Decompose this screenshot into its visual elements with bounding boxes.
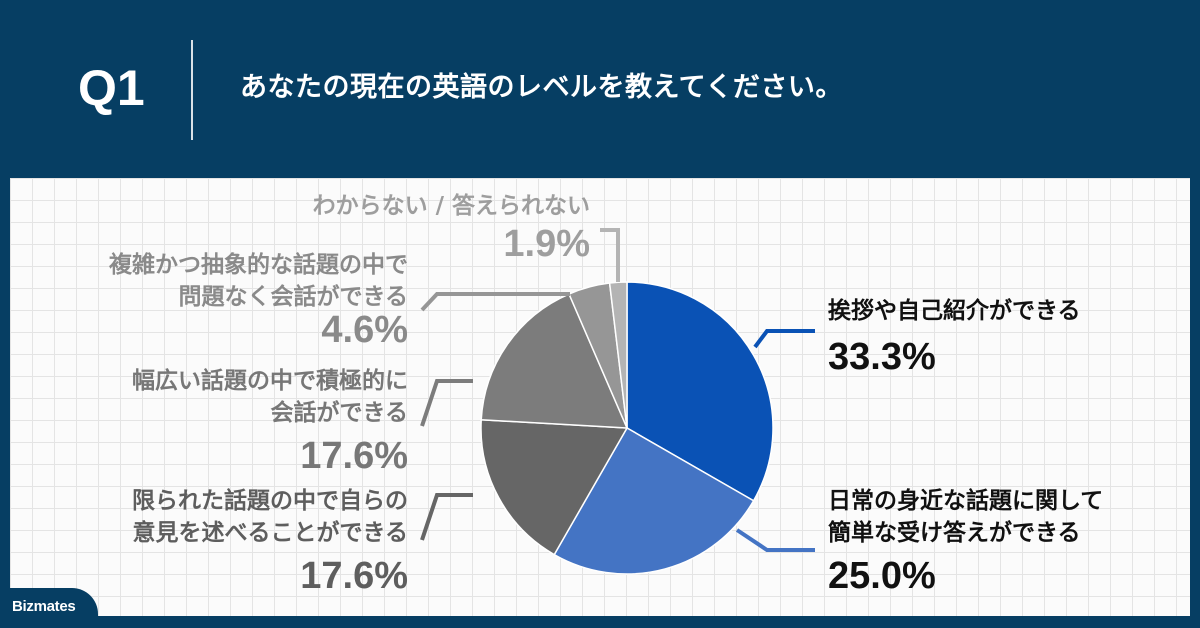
slice-label-5-line-1: 複雑かつ抽象的な話題の中で [109,251,408,278]
bizmates-logo: Bizmates [12,598,76,615]
leader-line-2 [735,528,815,552]
slice-value-3: 17.6% [300,555,408,597]
slice-value-1: 33.3% [828,336,936,378]
leader-line-1 [753,329,815,349]
slice-value-2: 25.0% [828,555,936,597]
slice-value-4: 17.6% [300,435,408,477]
slice-label-4-line-1: 幅広い話題の中で積極的に [132,367,408,394]
slice-label-3-line-1: 限られた話題の中で自らの [132,487,408,514]
leader-line-3 [420,493,473,541]
header-divider [191,40,193,140]
pie-slice-3 [480,418,629,556]
slice-value-5: 4.6% [321,309,408,351]
chart-panel: 挨拶や自己紹介ができる 33.3% 日常の身近な話題に関して 簡単な受け答えができる 2… [10,178,1190,616]
pie-slice-1 [626,281,774,502]
leader-line-5 [420,292,570,312]
question-number: Q1 [78,60,145,116]
slice-label-3-line-2: 意見を述べることができる [132,519,408,546]
pie-slice-4 [480,293,629,429]
slice-label-1-line-1: 挨拶や自己紹介ができる [828,297,1081,324]
logo-tab [0,588,98,628]
leader-line-4 [420,379,473,427]
slice-label-4-line-2: 会話ができる [270,399,408,426]
slice-label-5-line-2: 問題なく会話ができる [178,283,408,310]
slice-value-6: 1.9% [503,223,590,265]
pie-slice-6 [608,281,628,429]
slice-label-6-line-1: わからない / 答えられない [313,192,590,219]
leader-line-6 [600,228,620,282]
header-banner: Q1 あなたの現在の英語のレベルを教えてください。 [0,0,1200,178]
slice-label-2-line-2: 簡単な受け答えができる [828,519,1081,546]
slice-label-2-line-1: 日常の身近な話題に関して [828,487,1103,514]
question-text: あなたの現在の英語のレベルを教えてください。 [240,72,843,103]
pie-slice-2 [553,426,755,575]
